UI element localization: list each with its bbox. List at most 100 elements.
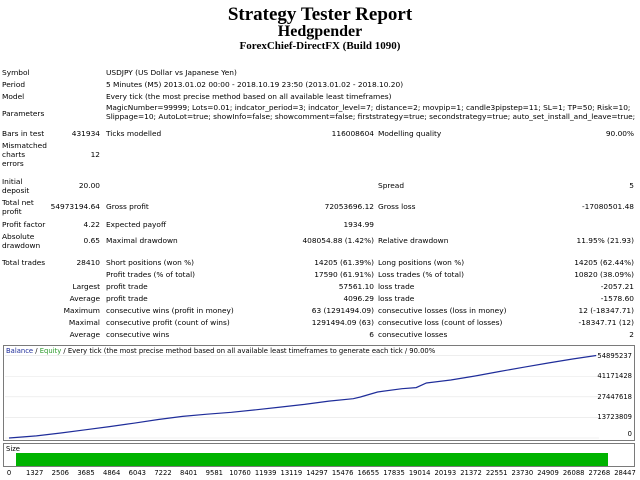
total-trades-value: 28410 <box>76 258 100 267</box>
average-loss-trade-value: -1578.60 <box>600 294 634 303</box>
largest-profit-trade-value: 57561.10 <box>338 282 374 291</box>
period-value: 5 Minutes (M5) 2013.01.02 00:00 - 2018.1… <box>106 80 404 89</box>
short-positions-value: 14205 (61.39%) <box>314 258 374 267</box>
long-positions-value: 14205 (62.44%) <box>574 258 634 267</box>
y-tick-label: 27447618 <box>597 392 632 401</box>
symbol-label: Symbol <box>2 68 30 77</box>
gross-loss-label: Gross loss <box>378 202 416 211</box>
absolute-drawdown-label-2: drawdown <box>2 241 41 250</box>
quality-label: Modelling quality <box>378 129 442 138</box>
legend-separator: / <box>33 347 40 355</box>
legend-balance: Balance <box>6 347 34 355</box>
deposit-value: 20.00 <box>78 181 100 190</box>
absolute-drawdown-label-1: Absolute <box>2 232 35 241</box>
gross-profit-value: 72053696.12 <box>324 202 374 211</box>
x-tick-label: 22551 <box>485 469 508 477</box>
net-profit-value: 54973194.64 <box>50 202 100 211</box>
expert-name: Hedgpender <box>277 23 363 40</box>
size-label: Size <box>6 445 20 453</box>
model-label: Model <box>2 92 25 101</box>
max-consecutive-wins-label: consecutive wins (profit in money) <box>106 306 234 315</box>
legend-equity: Equity <box>39 347 62 355</box>
series-line-balance <box>8 354 597 439</box>
absolute-drawdown-value: 0.65 <box>83 236 100 245</box>
deposit-label-2: deposit <box>2 186 30 195</box>
x-tick-label: 24909 <box>537 469 559 477</box>
parameters-line-2: Slippage=10; AutoLot=true; showInfo=fals… <box>106 112 636 121</box>
largest-profit-trade-label: profit trade <box>106 282 148 291</box>
average-2-label: Average <box>69 330 100 339</box>
max-consecutive-profit-value: 1291494.09 (63) <box>311 318 374 327</box>
relative-drawdown-label: Relative drawdown <box>378 236 449 245</box>
maximal-drawdown-value: 408054.88 (1.42%) <box>302 236 374 245</box>
average-profit-trade-value: 4096.29 <box>343 294 374 303</box>
spread-value: 5 <box>629 181 634 190</box>
x-tick-label: 3685 <box>77 469 95 477</box>
y-tick-label: 0 <box>627 430 632 438</box>
quality-value: 90.00% <box>605 129 634 138</box>
mismatch-label-2: charts <box>2 150 26 159</box>
x-tick-label: 9581 <box>205 469 223 477</box>
x-tick-label: 4864 <box>103 469 121 477</box>
net-profit-label-2: profit <box>2 207 22 216</box>
x-tick-label: 14297 <box>306 469 328 477</box>
average-label: Average <box>69 294 100 303</box>
mismatch-value: 12 <box>90 150 100 159</box>
mismatch-label-1: Mismatched <box>2 141 47 150</box>
profit-factor-label: Profit factor <box>2 220 46 229</box>
size-panel: Size <box>3 443 635 467</box>
x-tick-label: 23730 <box>511 469 534 477</box>
profit-factor-value: 4.22 <box>83 220 100 229</box>
relative-drawdown-value: 11.95% (21.93) <box>576 236 634 245</box>
x-tick-label: 1327 <box>26 469 44 477</box>
short-positions-label: Short positions (won %) <box>106 258 195 267</box>
balance-chart: Balance / Equity / Every tick (the most … <box>3 345 635 441</box>
loss-trades-label: Loss trades (% of total) <box>378 270 464 279</box>
x-tick-label: 8401 <box>180 469 198 477</box>
x-tick-label: 28447 <box>614 469 636 477</box>
profit-trades-label: Profit trades (% of total) <box>106 270 196 279</box>
profit-trades-value: 17590 (61.91%) <box>314 270 374 279</box>
gross-profit-label: Gross profit <box>106 202 149 211</box>
x-tick-label: 10760 <box>229 469 251 477</box>
maximal-drawdown-label: Maximal drawdown <box>106 236 178 245</box>
x-tick-label: 15476 <box>331 469 354 477</box>
long-positions-label: Long positions (won %) <box>378 258 465 267</box>
balance-plot <box>5 354 599 439</box>
x-tick-label: 19014 <box>408 469 431 477</box>
x-tick-label: 21372 <box>460 469 482 477</box>
x-tick-label: 16655 <box>357 469 380 477</box>
bars-value: 431934 <box>71 129 100 138</box>
model-value: Every tick (the most precise method base… <box>106 92 392 101</box>
spread-label: Spread <box>378 181 405 190</box>
max-consecutive-profit-label: consecutive profit (count of wins) <box>106 318 230 327</box>
gross-loss-value: -17080501.48 <box>581 202 634 211</box>
x-tick-label: 7222 <box>154 469 172 477</box>
y-tick-label: 13723809 <box>597 413 632 422</box>
parameters-label: Parameters <box>2 109 45 118</box>
x-tick-label: 11939 <box>254 469 277 477</box>
avg-consecutive-losses-value: 2 <box>629 330 634 339</box>
largest-loss-trade-label: loss trade <box>378 282 415 291</box>
y-tick-label: 54895237 <box>597 351 632 360</box>
avg-consecutive-wins-value: 6 <box>369 330 374 339</box>
chart-legend: Balance / Equity / Every tick (the most … <box>6 347 435 355</box>
avg-consecutive-losses-label: consecutive losses <box>378 330 448 339</box>
expected-payoff-value: 1934.99 <box>343 220 374 229</box>
x-tick-label: 0 <box>6 469 12 477</box>
loss-trades-value: 10820 (38.09%) <box>574 270 634 279</box>
symbol-value: USDJPY (US Dollar vs Japanese Yen) <box>106 68 237 77</box>
maximal-label: Maximal <box>68 318 100 327</box>
max-consecutive-losses-value: 12 (-18347.71) <box>578 306 634 315</box>
x-tick-label: 27268 <box>588 469 611 477</box>
avg-consecutive-wins-label: consecutive wins <box>106 330 170 339</box>
max-consecutive-losses-label: consecutive losses (loss in money) <box>378 306 507 315</box>
largest-label: Largest <box>72 282 100 291</box>
period-label: Period <box>2 80 26 89</box>
x-tick-label: 20193 <box>434 469 457 477</box>
max-consecutive-loss-label: consecutive loss (count of losses) <box>378 318 503 327</box>
parameters-line-1: MagicNumber=99999; Lots=0.01; indcator_p… <box>106 103 631 112</box>
average-profit-trade-label: profit trade <box>106 294 148 303</box>
max-consecutive-wins-value: 63 (1291494.09) <box>311 306 374 315</box>
x-axis: 0 1327 2506 3685 4864 6043 7222 8401 9581 10760 11… <box>3 469 636 479</box>
